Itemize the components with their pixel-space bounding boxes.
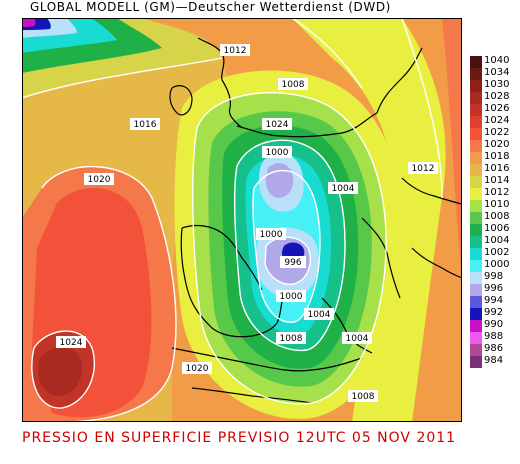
svg-text:1024: 1024 — [60, 338, 83, 348]
legend-swatch — [470, 128, 482, 140]
legend-label: 1040 — [484, 55, 510, 66]
legend-label: 994 — [484, 295, 504, 306]
legend-label: 1012 — [484, 187, 510, 198]
legend-label: 986 — [484, 343, 504, 354]
legend-label: 1028 — [484, 91, 510, 102]
legend-label: 1014 — [484, 175, 510, 186]
legend-swatch — [470, 236, 482, 248]
svg-text:1008: 1008 — [282, 80, 305, 90]
svg-text:1004: 1004 — [308, 310, 331, 320]
legend-swatch — [470, 284, 482, 296]
legend-label: 1010 — [484, 199, 510, 210]
legend-swatch — [470, 200, 482, 212]
legend-label: 1016 — [484, 163, 510, 174]
legend-label: 1026 — [484, 103, 510, 114]
legend-swatch — [470, 272, 482, 284]
legend-swatch — [470, 212, 482, 224]
legend-swatch — [470, 80, 482, 92]
isobar-label: 1020 — [84, 173, 114, 185]
svg-text:1020: 1020 — [186, 364, 209, 374]
svg-text:1020: 1020 — [88, 175, 111, 185]
legend-swatch — [470, 116, 482, 128]
legend-label: 988 — [484, 331, 504, 342]
legend-swatch — [470, 68, 482, 80]
legend-label: 984 — [484, 355, 504, 366]
isobar-label: 1008 — [278, 78, 308, 90]
svg-text:1004: 1004 — [332, 184, 355, 194]
legend-swatch — [470, 356, 482, 368]
legend-swatch — [470, 188, 482, 200]
legend-swatch — [470, 248, 482, 260]
legend-swatch — [470, 320, 482, 332]
legend-swatch — [470, 92, 482, 104]
isobar-label: 1004 — [342, 332, 372, 344]
svg-text:1008: 1008 — [280, 334, 303, 344]
map-frame — [22, 18, 462, 422]
coastlines — [169, 37, 462, 404]
legend-label: 1000 — [484, 259, 510, 270]
legend-label: 1004 — [484, 235, 510, 246]
isobar-label: 1008 — [348, 390, 378, 402]
legend-label: 996 — [484, 283, 504, 294]
legend-swatch — [470, 296, 482, 308]
field-east-1020 — [442, 18, 462, 278]
legend-swatch — [470, 152, 482, 164]
isobar-label: 1024 — [56, 336, 86, 348]
legend-swatch — [470, 164, 482, 176]
isobar-label: 1024 — [262, 118, 292, 130]
svg-text:1024: 1024 — [266, 120, 289, 130]
legend-label: 1034 — [484, 67, 510, 78]
map-title: GLOBAL MODELL (GM)—Deutscher Wetterdiens… — [30, 0, 391, 14]
legend-swatch — [470, 56, 482, 68]
svg-text:1016: 1016 — [134, 120, 157, 130]
legend-label: 1030 — [484, 79, 510, 90]
isobars — [22, 18, 443, 422]
field-east-1016 — [402, 18, 462, 422]
isobar-label: 1000 — [262, 146, 292, 158]
field-north-988 — [22, 18, 36, 27]
legend-label: 1018 — [484, 151, 510, 162]
isobar-label: 1004 — [304, 308, 334, 320]
legend-label: 998 — [484, 271, 504, 282]
legend-label: 992 — [484, 307, 504, 318]
legend-label: 1002 — [484, 247, 510, 258]
isobar-label: 996 — [280, 256, 306, 268]
svg-text:1000: 1000 — [260, 230, 283, 240]
svg-text:1012: 1012 — [412, 164, 435, 174]
isobar-label: 1016 — [130, 118, 160, 130]
svg-text:1000: 1000 — [266, 148, 289, 158]
isobar-label: 1000 — [256, 228, 286, 240]
isobar-label: 1012 — [408, 162, 438, 174]
legend-swatch — [470, 224, 482, 236]
isobar-label: 1008 — [276, 332, 306, 344]
legend-swatch — [470, 308, 482, 320]
legend-label: 1020 — [484, 139, 510, 150]
isobar-labels: 1012 1008 1016 1024 1020 1000 1004 1012 … — [56, 44, 438, 402]
legend-swatch — [470, 104, 482, 116]
svg-text:1004: 1004 — [346, 334, 369, 344]
legend-label: 1006 — [484, 223, 510, 234]
forecast-caption: PRESSIO EN SUPERFICIE PREVISIO 12UTC 05 … — [22, 430, 457, 446]
pressure-map: 1012 1008 1016 1024 1020 1000 1004 1012 … — [22, 18, 462, 422]
svg-text:1012: 1012 — [224, 46, 247, 56]
legend-swatch — [470, 176, 482, 188]
isobar-label: 1020 — [182, 362, 212, 374]
legend-label: 990 — [484, 319, 504, 330]
legend-label: 1024 — [484, 115, 510, 126]
legend-swatch — [470, 332, 482, 344]
isobar-label: 1004 — [328, 182, 358, 194]
svg-text:1008: 1008 — [352, 392, 375, 402]
isobar-label: 1000 — [276, 290, 306, 302]
field-east-1012 — [292, 18, 462, 422]
legend-swatch — [470, 260, 482, 272]
legend-swatch — [470, 140, 482, 152]
legend-swatch — [470, 344, 482, 356]
field-1026-high — [37, 347, 83, 396]
svg-text:1000: 1000 — [280, 292, 303, 302]
legend-label: 1008 — [484, 211, 510, 222]
isobar-label: 1012 — [220, 44, 250, 56]
legend-label: 1022 — [484, 127, 510, 138]
svg-text:996: 996 — [284, 258, 301, 268]
